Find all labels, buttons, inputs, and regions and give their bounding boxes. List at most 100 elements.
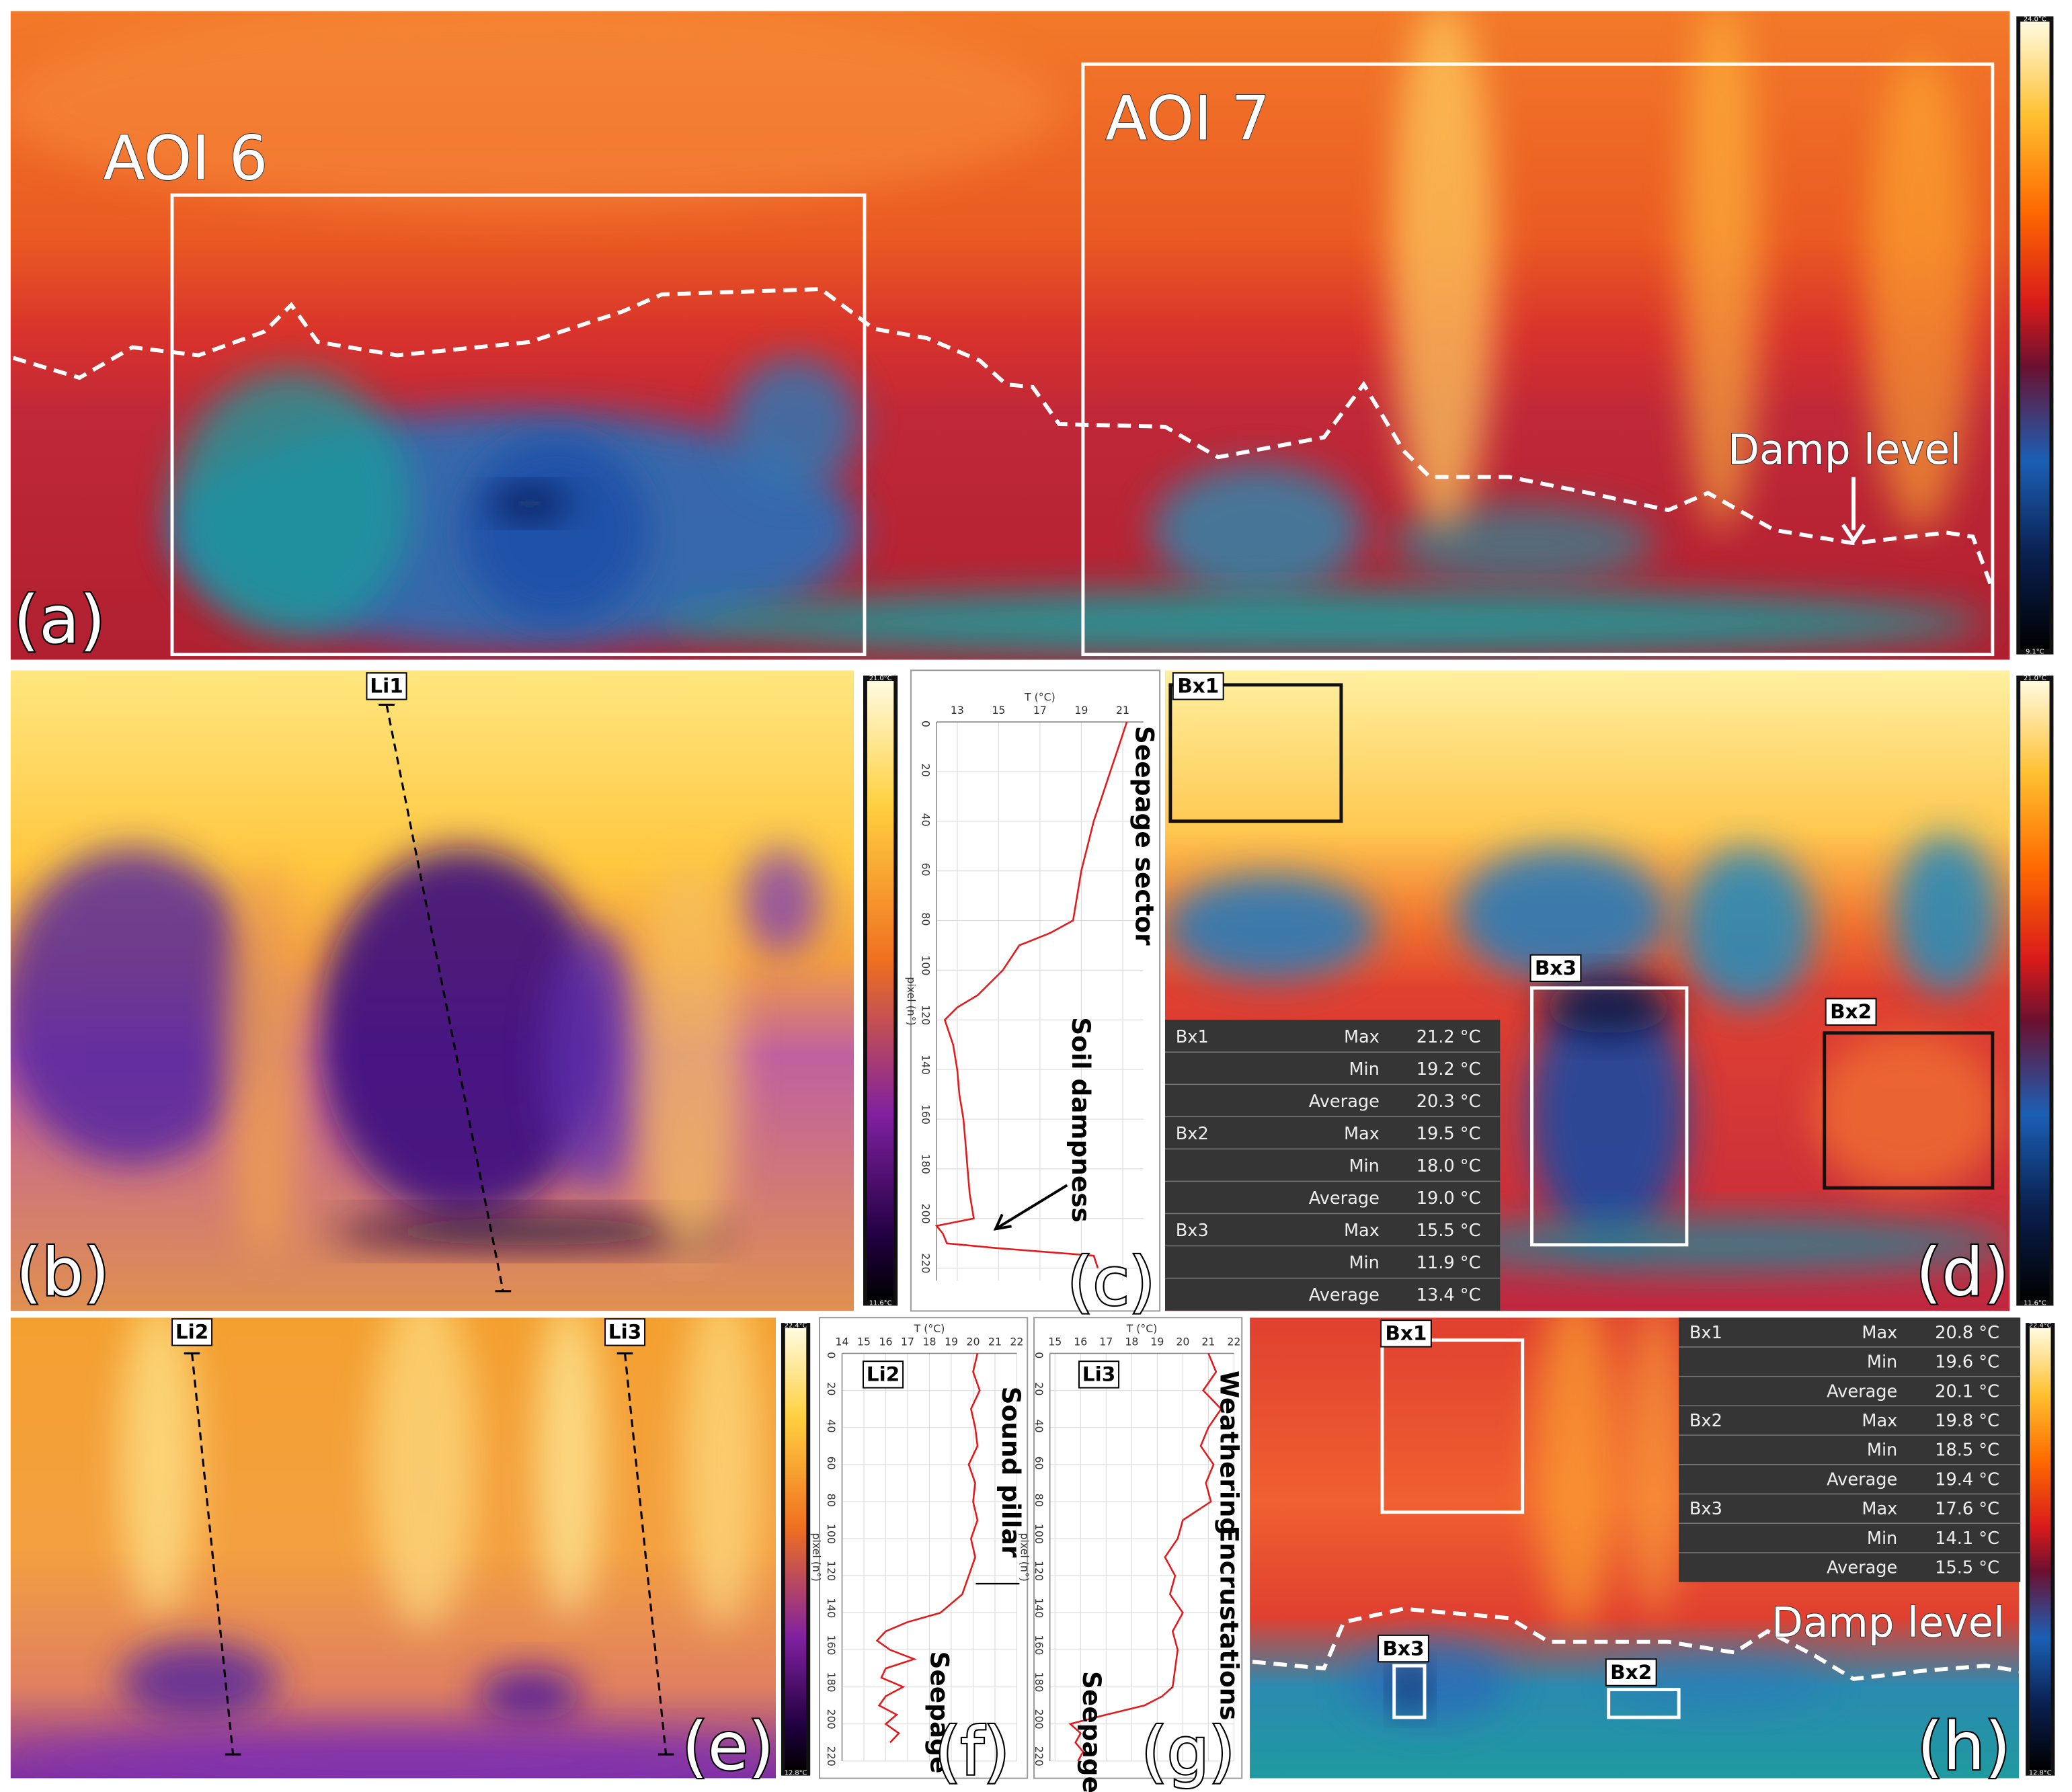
- label: Bx1: [1177, 675, 1219, 698]
- thermal-region: [1350, 1641, 1510, 1721]
- axis-title: T (°C): [1126, 1322, 1158, 1335]
- table-value: 14.1 °C: [1935, 1529, 1999, 1549]
- label: Li1: [370, 675, 403, 698]
- profile: [1068, 1352, 1222, 1762]
- colorbar: [785, 1328, 807, 1770]
- x-tick-label: 160: [919, 1104, 932, 1125]
- measure-box: [1168, 683, 1343, 823]
- y-tick-label: 22: [1010, 1336, 1023, 1348]
- thermal-region: [1430, 1218, 2010, 1272]
- table-stat: Max: [1862, 1499, 1897, 1519]
- thermal-region: [1542, 980, 1675, 1033]
- panel-label: (c): [1067, 1244, 1155, 1321]
- thermal-region: [119, 1317, 199, 1616]
- x-tick-label: 80: [919, 912, 932, 926]
- table-background: [1679, 1317, 2021, 1582]
- x-tick-label: 60: [1033, 1457, 1045, 1470]
- colorbar-max: 21.0°C: [869, 675, 892, 682]
- x-tick-label: 0: [1033, 1352, 1045, 1358]
- panel-label: (b): [16, 1235, 110, 1311]
- damp-line: [1252, 1606, 2020, 1681]
- x-tick-label: 20: [825, 1382, 838, 1395]
- thermal-region: [225, 860, 305, 1258]
- y-tick-label: 21: [988, 1336, 1002, 1348]
- colorbar-min: 9.1°C: [2026, 649, 2044, 656]
- y-tick-label: 17: [901, 1336, 914, 1348]
- label: Li2: [867, 1363, 900, 1386]
- label-box: [1380, 1319, 1432, 1348]
- colorbar-max: 21.0°C: [2024, 675, 2046, 682]
- measure-box: [1530, 986, 1689, 1247]
- profile: [875, 1353, 981, 1744]
- x-tick-label: 140: [1033, 1598, 1045, 1618]
- y-tick-label: 21: [1201, 1336, 1215, 1348]
- panel-label: (d): [1916, 1235, 2009, 1311]
- table-box: Bx1: [1689, 1323, 1722, 1343]
- table-stat: Max: [1344, 1221, 1380, 1241]
- table-stat: Min: [1867, 1529, 1897, 1549]
- thermal-region: [463, 437, 649, 623]
- thermal-region: [682, 1317, 762, 1629]
- aoi-label: AOI 6: [104, 124, 268, 194]
- aoi-label: AOI 7: [1105, 84, 1270, 155]
- x-tick-label: 40: [1033, 1420, 1045, 1433]
- table-stat: Average: [1827, 1381, 1897, 1401]
- y-tick-label: 16: [1074, 1336, 1087, 1348]
- thermal-region: [331, 1215, 729, 1248]
- profile-line: [190, 1353, 235, 1755]
- colorbar-max: 22.4°C: [2029, 1322, 2052, 1330]
- x-tick-label: 140: [919, 1055, 932, 1075]
- table-value: 19.0 °C: [1417, 1188, 1481, 1209]
- table-stat: Max: [1344, 1027, 1380, 1047]
- y-tick-label: 19: [945, 1336, 958, 1348]
- profile-line: [385, 704, 504, 1292]
- label: Li3: [1082, 1363, 1115, 1386]
- thermal-region: [1536, 1317, 1616, 1629]
- table-box: Bx1: [1176, 1027, 1209, 1047]
- table-value: 13.4 °C: [1417, 1285, 1481, 1305]
- thermal-region: [119, 1641, 278, 1721]
- annotation: Seepage sector: [1130, 726, 1160, 946]
- x-tick-label: 100: [919, 955, 932, 975]
- y-tick-label: 18: [922, 1336, 936, 1348]
- annotation: Seepage: [924, 1652, 954, 1774]
- table-value: 19.4 °C: [1935, 1469, 1999, 1490]
- thermal-region: [172, 371, 411, 637]
- thermal-image: [10, 1317, 776, 1779]
- table-background: [1165, 1020, 1501, 1311]
- y-tick-label: 17: [1099, 1336, 1113, 1348]
- thermal-region: [741, 848, 821, 954]
- table-value: 19.5 °C: [1417, 1124, 1481, 1144]
- thermal-region: [1390, 11, 1497, 530]
- table-stat: Min: [1349, 1253, 1379, 1273]
- x-tick-label: 200: [1033, 1709, 1045, 1729]
- arrow: [994, 1184, 1068, 1230]
- panel-label: (g): [1142, 1714, 1235, 1791]
- thermal-region: [728, 358, 861, 491]
- x-tick-label: 60: [825, 1457, 838, 1470]
- x-tick-label: 100: [1033, 1524, 1045, 1544]
- table-stat: Min: [1867, 1352, 1897, 1373]
- thermal-region: [1893, 834, 1999, 993]
- thermal-region: [1615, 1655, 1827, 1709]
- colorbar-max: 22.4°C: [785, 1322, 807, 1330]
- table-value: 20.1 °C: [1935, 1381, 1999, 1401]
- colorbar-min: 12.8°C: [2029, 1770, 2052, 1777]
- x-tick-label: 120: [1033, 1561, 1045, 1581]
- label-box: [1172, 672, 1224, 700]
- x-tick-label: 220: [825, 1746, 838, 1766]
- x-tick-label: 180: [919, 1154, 932, 1174]
- thermal-region: [10, 11, 1060, 212]
- table-stat: Average: [1827, 1558, 1897, 1578]
- annotation: Damp level: [1771, 1599, 2005, 1647]
- thermal-region: [1165, 874, 1378, 981]
- label: Li2: [175, 1321, 208, 1344]
- x-tick-label: 180: [825, 1672, 838, 1692]
- axis-title: T (°C): [1024, 691, 1055, 704]
- table-value: 18.5 °C: [1935, 1440, 1999, 1461]
- x-tick-label: 60: [919, 862, 932, 876]
- annotation: Weathering: [1215, 1371, 1244, 1535]
- label-box: [366, 672, 407, 700]
- x-tick-label: 220: [919, 1253, 932, 1273]
